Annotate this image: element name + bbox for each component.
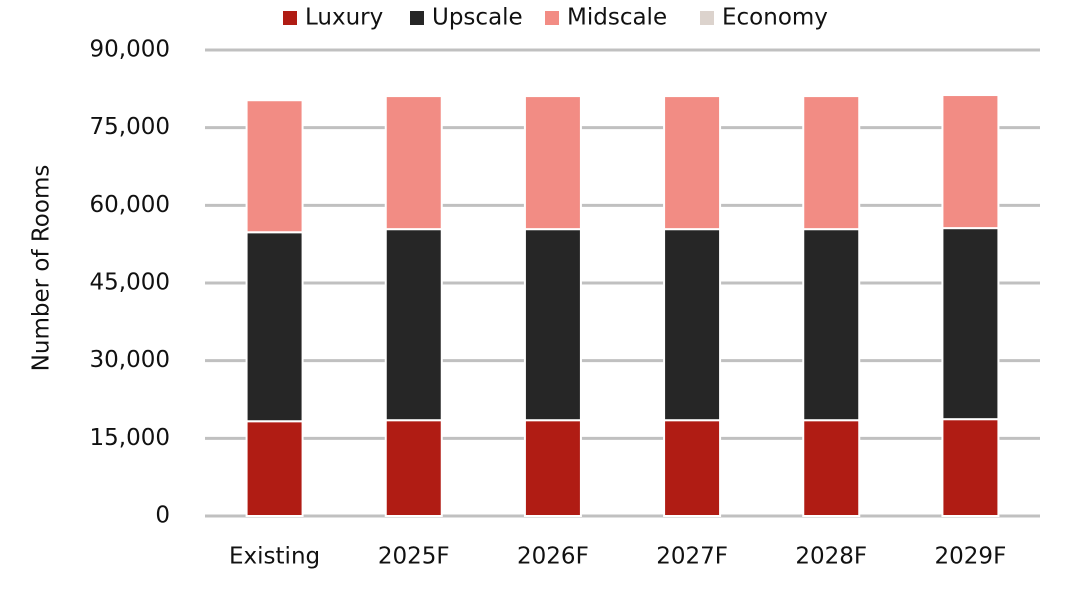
bar-segment [802, 419, 861, 518]
legend-label: Midscale [567, 5, 667, 31]
bar-segment [802, 95, 861, 231]
y-tick-label: 60,000 [90, 192, 170, 218]
bar-segment [523, 419, 582, 518]
y-axis-label: Number of Rooms [29, 165, 55, 372]
y-tick-label: 15,000 [90, 425, 170, 451]
bar-segment [941, 94, 1000, 230]
y-tick-label: 45,000 [90, 270, 170, 296]
bar-segment [245, 99, 304, 234]
legend-swatch [700, 11, 714, 25]
x-tick-label: Existing [229, 544, 320, 570]
y-tick-label: 30,000 [90, 347, 170, 373]
bar-segment [245, 231, 304, 423]
legend-label: Upscale [432, 5, 523, 31]
y-tick-label: 75,000 [90, 114, 170, 140]
legend-swatch [410, 11, 424, 25]
legend-swatch [545, 11, 559, 25]
legend-label: Economy [722, 5, 828, 31]
x-tick-label: 2025F [378, 544, 450, 570]
x-tick-label: 2027F [656, 544, 728, 570]
bar-segment [384, 419, 443, 518]
y-tick-label: 0 [155, 503, 170, 529]
bar-segment [384, 95, 443, 231]
bar-segment [523, 95, 582, 231]
bar-segment [245, 420, 304, 518]
bar-segment [663, 95, 722, 231]
legend-swatch [283, 11, 297, 25]
legend-label: Luxury [305, 5, 383, 31]
bar-segment [663, 419, 722, 518]
y-tick-label: 90,000 [90, 37, 170, 63]
bar-segment [663, 228, 722, 422]
bar-segment [941, 227, 1000, 421]
bar-segment [941, 418, 1000, 518]
bar-segment [802, 228, 861, 422]
x-tick-label: 2026F [517, 544, 589, 570]
bar-segment [523, 228, 582, 422]
x-tick-label: 2028F [795, 544, 867, 570]
x-tick-label: 2029F [935, 544, 1007, 570]
bar-segment [384, 228, 443, 422]
